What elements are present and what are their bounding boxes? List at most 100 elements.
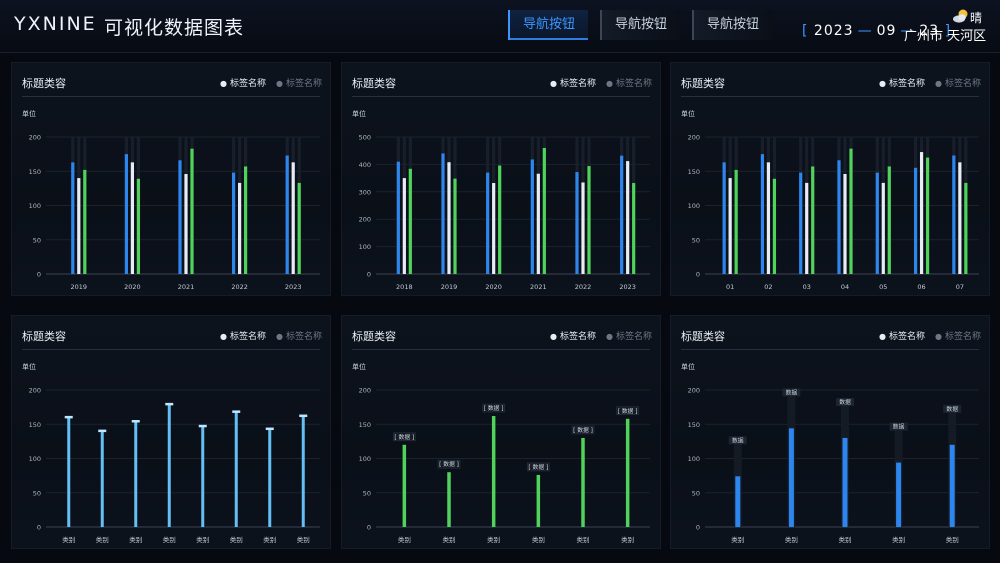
bar[interactable] — [83, 169, 87, 274]
nav-button-1[interactable]: 导航按钮 — [508, 10, 588, 40]
bar[interactable] — [952, 155, 956, 274]
bar[interactable] — [887, 166, 891, 274]
bar[interactable] — [291, 162, 295, 274]
legend-item[interactable]: ● 标签名称 — [935, 329, 981, 342]
bar[interactable] — [297, 182, 301, 274]
bar[interactable] — [232, 172, 236, 274]
legend-item[interactable]: ● 标签名称 — [606, 329, 652, 342]
legend-item[interactable]: ● 标签名称 — [935, 76, 981, 89]
bar[interactable] — [178, 160, 182, 274]
legend-item[interactable]: ● 标签名称 — [276, 76, 322, 89]
legend-item[interactable]: ● 标签名称 — [220, 76, 266, 89]
bar[interactable] — [958, 162, 962, 274]
bar[interactable] — [536, 474, 541, 527]
bar[interactable] — [67, 417, 71, 527]
legend-item[interactable]: ● 标签名称 — [879, 76, 925, 89]
x-tick-label: 类别 — [839, 535, 852, 544]
bar[interactable] — [124, 154, 128, 274]
bar[interactable] — [542, 147, 546, 274]
bar[interactable] — [441, 153, 445, 274]
bar[interactable] — [722, 162, 726, 274]
bar[interactable] — [447, 162, 451, 274]
date-separator: — — [900, 23, 916, 39]
bar[interactable] — [772, 178, 777, 274]
bar[interactable] — [788, 428, 794, 527]
bar[interactable] — [843, 173, 847, 274]
bar[interactable] — [766, 162, 771, 274]
data-label: [ 数据 ] — [573, 426, 593, 434]
bar[interactable] — [919, 152, 924, 274]
bar[interactable] — [130, 162, 134, 274]
bar[interactable] — [760, 154, 765, 274]
bar[interactable] — [805, 182, 809, 274]
bar[interactable] — [244, 166, 248, 274]
bar[interactable] — [734, 169, 738, 274]
bar[interactable] — [301, 416, 305, 527]
data-label: [ 数据 ] — [618, 407, 638, 415]
bar[interactable] — [728, 178, 732, 274]
bar[interactable] — [849, 148, 853, 274]
x-tick-label: 类别 — [946, 535, 959, 544]
bar[interactable] — [620, 155, 624, 274]
bar[interactable] — [402, 444, 407, 527]
bar[interactable] — [492, 183, 496, 274]
legend-label: 标签名称 — [559, 332, 596, 342]
bar[interactable] — [811, 166, 815, 274]
legend-item[interactable]: ● 标签名称 — [550, 76, 596, 89]
legend-item[interactable]: ● 标签名称 — [276, 329, 322, 342]
data-label-box — [437, 459, 461, 469]
bar[interactable] — [881, 182, 885, 274]
bar[interactable] — [735, 476, 741, 527]
bar[interactable] — [134, 421, 138, 527]
bar[interactable] — [498, 165, 502, 274]
bar[interactable] — [632, 183, 636, 274]
bar[interactable] — [453, 178, 457, 274]
bar[interactable] — [491, 416, 496, 527]
bar[interactable] — [875, 172, 879, 274]
bar[interactable] — [234, 411, 238, 527]
bar[interactable] — [581, 437, 585, 527]
bar[interactable] — [396, 161, 400, 274]
legend-item[interactable]: ● 标签名称 — [220, 329, 266, 342]
bar[interactable] — [625, 418, 630, 527]
bar[interactable] — [238, 182, 242, 274]
title-divider — [22, 96, 320, 97]
bar[interactable] — [536, 173, 540, 274]
bar[interactable] — [581, 182, 585, 274]
y-tick-label: 50 — [692, 236, 700, 244]
bar[interactable] — [402, 178, 406, 274]
bar[interactable] — [949, 444, 955, 527]
bar[interactable] — [587, 166, 591, 274]
data-label: 数据 — [786, 388, 798, 396]
bar[interactable] — [136, 178, 140, 274]
bar[interactable] — [447, 472, 451, 527]
bar[interactable] — [71, 162, 75, 274]
bar[interactable] — [268, 429, 272, 527]
bar[interactable] — [626, 161, 630, 274]
bar[interactable] — [201, 426, 205, 527]
bar-cap — [131, 420, 140, 423]
bar[interactable] — [842, 437, 848, 527]
bar[interactable] — [77, 178, 81, 274]
bar[interactable] — [100, 431, 104, 527]
bar[interactable] — [925, 157, 930, 274]
legend-item[interactable]: ● 标签名称 — [606, 76, 652, 89]
bar[interactable] — [530, 159, 534, 274]
bar[interactable] — [575, 172, 579, 274]
bar[interactable] — [285, 155, 289, 274]
legend-item[interactable]: ● 标签名称 — [879, 329, 925, 342]
bar[interactable] — [486, 172, 490, 274]
bar[interactable] — [964, 182, 968, 274]
bar[interactable] — [913, 167, 918, 274]
legend-item[interactable]: ● 标签名称 — [550, 329, 596, 342]
bar[interactable] — [167, 404, 171, 527]
bar[interactable] — [408, 168, 412, 274]
bar[interactable] — [190, 148, 194, 274]
nav-button-3[interactable]: 导航按钮 — [692, 10, 772, 40]
bar[interactable] — [837, 160, 841, 274]
bar[interactable] — [896, 462, 902, 527]
nav-button-2[interactable]: 导航按钮 — [600, 10, 680, 40]
bar[interactable] — [799, 172, 803, 274]
bar[interactable] — [184, 173, 188, 274]
x-tick-label: 类别 — [532, 535, 545, 544]
